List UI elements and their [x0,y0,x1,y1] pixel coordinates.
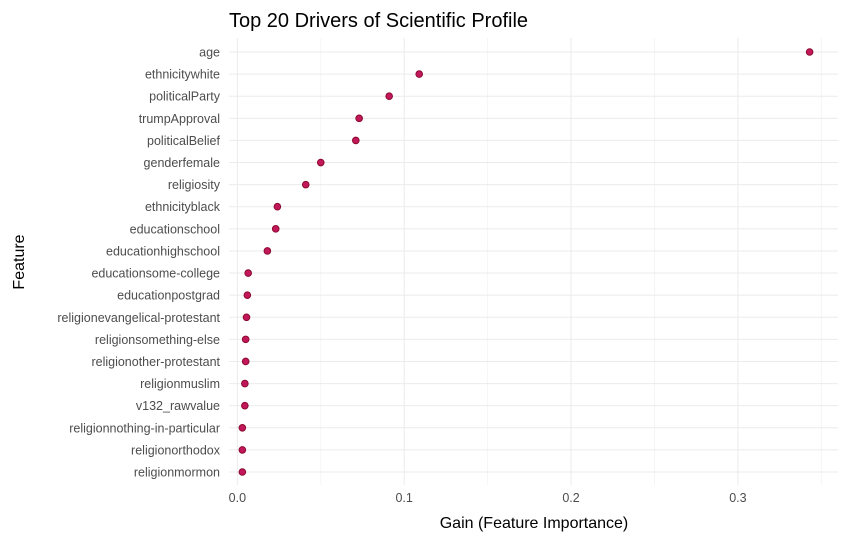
data-point [241,401,249,410]
x-tick-label: 0.2 [562,491,579,505]
x-tick-label: 0.1 [395,491,412,505]
data-point [244,269,252,277]
y-tick-label: politicalParty [149,90,221,104]
data-point [415,70,424,78]
y-tick-label: educationhighschool [106,244,220,258]
data-point [805,48,814,56]
data-point [241,335,250,344]
data-point [271,225,280,233]
y-tick-label: educationpostgrad [117,289,220,303]
y-tick-label: religionsomething-else [95,333,220,347]
y-tick-label: religionmuslim [140,377,220,391]
y-tick-label: politicalBelief [147,134,220,148]
data-point [385,92,393,101]
data-point [241,357,250,366]
data-point [301,180,310,189]
data-point [316,158,325,167]
x-tick-label: 0.3 [729,491,746,505]
x-tick-labels: 0.0 0.1 0.2 0.3 [229,491,747,505]
data-point [355,114,363,123]
y-tick-labels: age ethnicitywhite politicalParty trumpAppr… [57,46,220,480]
data-point [241,379,249,388]
chart-title: Top 20 Drivers of Scientific Profile [229,10,528,32]
x-tick-label: 0.0 [229,491,246,505]
data-point [238,468,247,476]
data-point [242,313,251,322]
data-points [238,48,814,476]
y-tick-label: trumpApproval [139,112,220,126]
data-point [273,202,282,211]
y-tick-label: v132_rawvalue [136,399,220,413]
y-tick-label: age [199,46,220,60]
y-tick-label: ethnicitywhite [145,68,220,82]
y-tick-label: religionorthodox [131,443,221,457]
y-tick-label: religionmormon [134,466,220,480]
y-tick-label: religionnothing-in-particular [69,421,220,435]
data-point [243,291,252,299]
y-tick-label: religiosity [168,178,221,192]
y-tick-label: religionother-protestant [91,355,220,369]
data-point [263,247,272,255]
y-tick-label: educationschool [130,222,220,236]
y-tick-label: ethnicityblack [145,200,221,214]
grid [229,38,838,485]
y-tick-label: educationsome-college [91,267,220,281]
y-axis-title: Feature [11,234,28,289]
data-point [352,136,360,145]
y-tick-label: religionevangelical-protestant [57,311,220,325]
x-axis-title: Gain (Feature Importance) [440,515,629,532]
y-tick-label: genderfemale [144,156,220,170]
data-point [238,423,247,432]
data-point [238,446,247,454]
